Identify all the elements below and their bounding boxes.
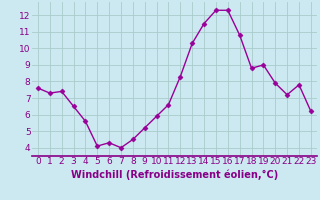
X-axis label: Windchill (Refroidissement éolien,°C): Windchill (Refroidissement éolien,°C) [71,169,278,180]
